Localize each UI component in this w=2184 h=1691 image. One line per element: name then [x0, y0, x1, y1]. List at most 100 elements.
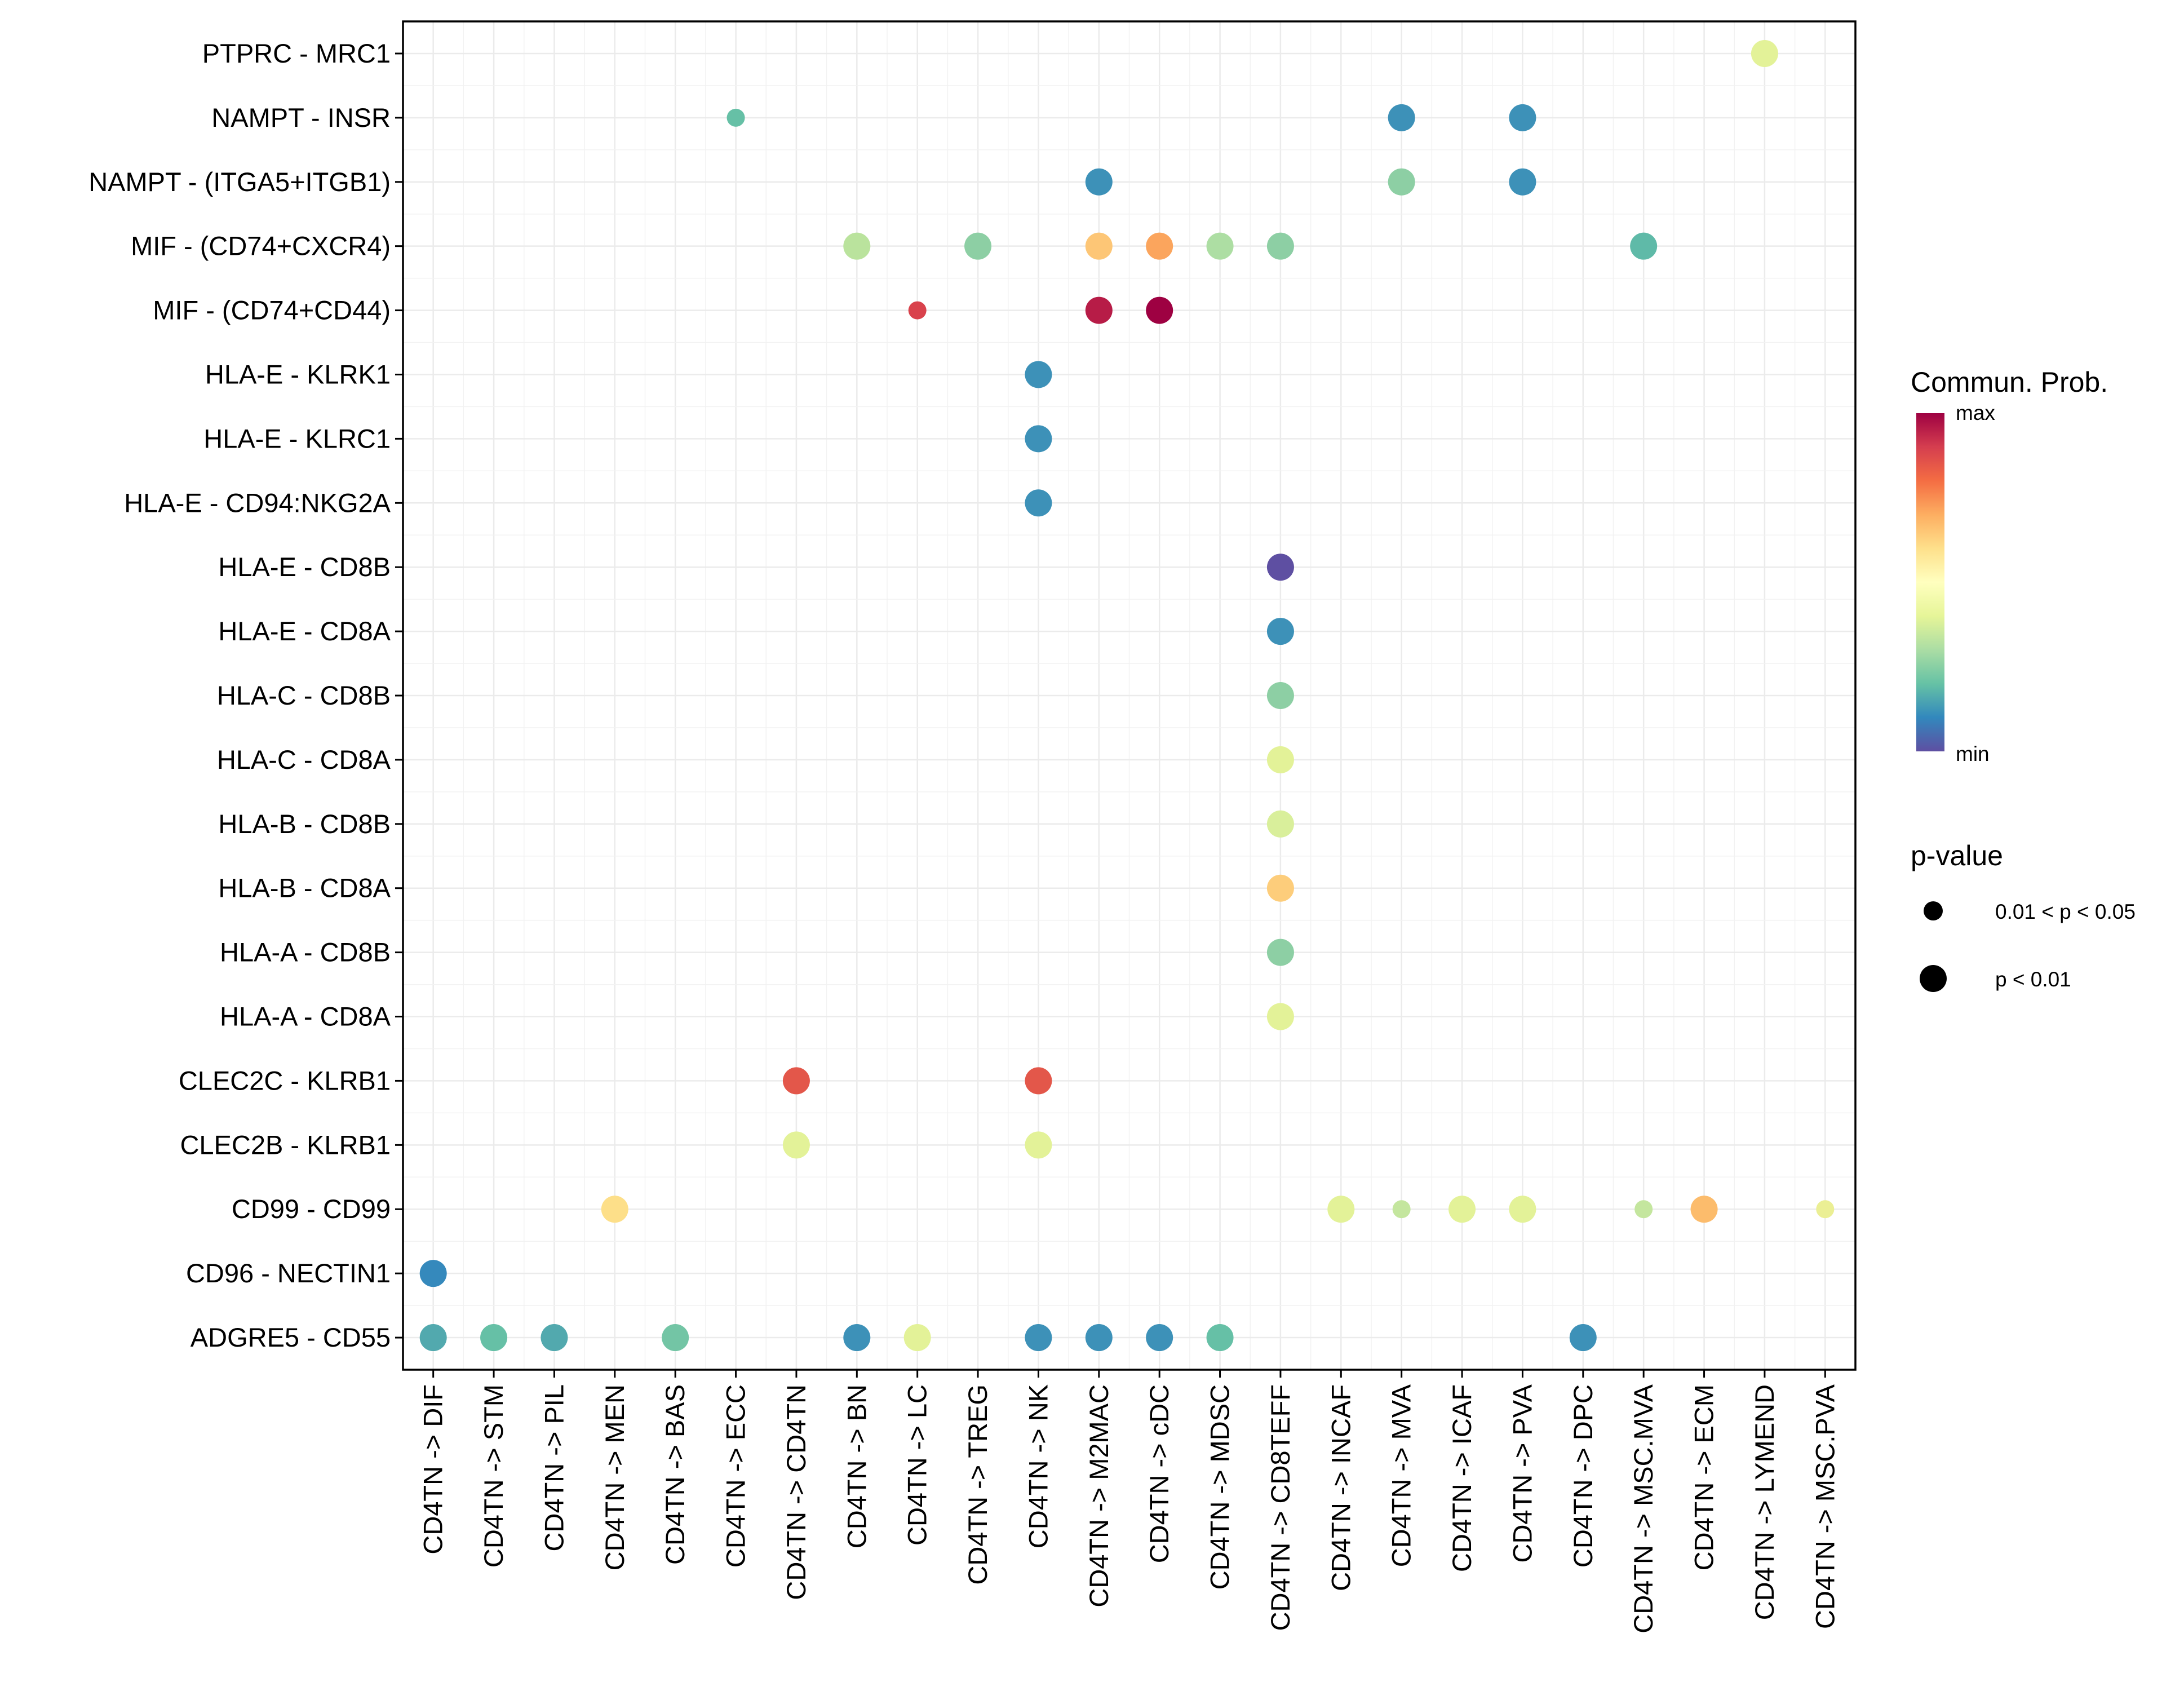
- pvalue-legend-small-label: 0.01 < p < 0.05: [1995, 900, 2136, 923]
- data-point: [1206, 1324, 1234, 1352]
- data-point: [601, 1196, 628, 1223]
- data-point: [1392, 1200, 1411, 1219]
- x-tick-label: CD4TN -> BAS: [660, 1384, 690, 1565]
- y-tick-label: MIF - (CD74+CXCR4): [131, 231, 391, 261]
- pvalue-legend: p-value 0.01 < p < 0.05 p < 0.01: [1911, 840, 2136, 992]
- x-tick-label: CD4TN -> CD8TEFF: [1265, 1384, 1295, 1631]
- data-point: [1266, 232, 1294, 260]
- y-tick-label: PTPRC - MRC1: [202, 38, 391, 68]
- x-tick-label: CD4TN -> MVA: [1386, 1384, 1416, 1567]
- data-point: [1266, 554, 1294, 581]
- data-point: [1509, 168, 1536, 196]
- x-tick-label: CD4TN -> LC: [902, 1384, 932, 1546]
- data-point: [1388, 104, 1415, 131]
- y-tick-label: MIF - (CD74+CD44): [153, 295, 391, 325]
- grid-lines: [403, 21, 1855, 1370]
- y-tick-label: NAMPT - (ITGA5+ITGB1): [88, 167, 391, 197]
- x-tick-label: CD4TN -> BN: [841, 1384, 871, 1548]
- x-tick-label: CD4TN -> CD4TN: [781, 1384, 811, 1600]
- data-point: [1266, 810, 1294, 838]
- x-tick-label: CD4TN -> MEN: [600, 1384, 630, 1570]
- color-legend-max-label: max: [1956, 401, 1995, 424]
- x-tick-label: CD4TN -> LYMEND: [1749, 1384, 1779, 1620]
- y-tick-label: HLA-E - CD8B: [218, 552, 391, 582]
- data-point: [782, 1131, 810, 1159]
- y-tick-label: CLEC2B - KLRB1: [180, 1130, 391, 1159]
- data-point: [662, 1324, 689, 1352]
- data-points: [419, 39, 1835, 1352]
- pvalue-legend-title: p-value: [1911, 840, 2003, 871]
- y-tick-label: HLA-B - CD8B: [218, 809, 391, 839]
- y-tick-label: HLA-C - CD8A: [217, 745, 391, 774]
- y-axis: PTPRC - MRC1 NAMPT - INSR NAMPT - (ITGA5+I…: [88, 38, 403, 1352]
- y-tick-label: HLA-B - CD8A: [218, 873, 391, 903]
- data-point: [1025, 425, 1052, 453]
- data-point: [1266, 874, 1294, 902]
- data-point: [480, 1324, 508, 1352]
- x-tick-label: CD4TN -> ECC: [721, 1384, 751, 1568]
- data-point: [1146, 232, 1173, 260]
- data-point: [1569, 1324, 1597, 1352]
- x-tick-label: CD4TN -> M2MAC: [1084, 1384, 1114, 1608]
- data-point: [1025, 1131, 1052, 1159]
- y-tick-label: HLA-E - KLRK1: [205, 359, 391, 389]
- data-point: [843, 1324, 871, 1352]
- data-point: [1025, 489, 1052, 517]
- data-point: [1025, 1067, 1052, 1095]
- x-tick-label: CD4TN -> PVA: [1507, 1384, 1537, 1562]
- data-point: [782, 1067, 810, 1095]
- pvalue-legend-large-label: p < 0.01: [1995, 968, 2071, 991]
- data-point: [964, 232, 992, 260]
- data-point: [1025, 1324, 1052, 1352]
- data-point: [843, 232, 871, 260]
- x-tick-label: CD4TN -> STM: [479, 1384, 508, 1568]
- data-point: [1630, 232, 1658, 260]
- color-bar: [1916, 413, 1944, 751]
- y-tick-label: HLA-C - CD8B: [217, 680, 391, 710]
- data-point: [419, 1260, 447, 1287]
- x-tick-label: CD4TN -> NK: [1023, 1384, 1053, 1548]
- y-tick-label: NAMPT - INSR: [211, 103, 391, 132]
- data-point: [908, 301, 927, 320]
- x-tick-label: CD4TN -> ICAF: [1447, 1384, 1477, 1572]
- data-point: [1266, 1003, 1294, 1030]
- data-point: [1085, 232, 1113, 260]
- data-point: [1085, 1324, 1113, 1352]
- data-point: [541, 1324, 568, 1352]
- pvalue-legend-large-dot: [1920, 965, 1947, 992]
- data-point: [726, 108, 745, 127]
- data-point: [1146, 296, 1173, 324]
- color-legend-min-label: min: [1956, 742, 1990, 765]
- data-point: [1816, 1200, 1835, 1219]
- x-tick-label: CD4TN -> INCAF: [1326, 1384, 1355, 1591]
- x-tick-label: CD4TN -> ECM: [1689, 1384, 1719, 1570]
- data-point: [1509, 1196, 1536, 1223]
- pvalue-legend-small-dot: [1924, 901, 1943, 920]
- x-tick-label: CD4TN -> cDC: [1144, 1384, 1174, 1563]
- data-point: [1266, 618, 1294, 645]
- data-point: [419, 1324, 447, 1352]
- data-point: [1266, 682, 1294, 709]
- data-point: [903, 1324, 931, 1352]
- data-point: [1327, 1196, 1355, 1223]
- x-axis: CD4TN -> DIF CD4TN -> STM CD4TN -> PIL CD4T…: [418, 1370, 1840, 1634]
- data-point: [1509, 104, 1536, 131]
- x-tick-label: CD4TN -> DIF: [418, 1384, 448, 1555]
- data-point: [1206, 232, 1234, 260]
- x-tick-label: CD4TN -> MDSC: [1205, 1384, 1235, 1590]
- data-point: [1388, 168, 1415, 196]
- y-tick-label: CD99 - CD99: [232, 1194, 391, 1224]
- data-point: [1085, 168, 1113, 196]
- y-tick-label: HLA-E - KLRC1: [203, 423, 391, 453]
- data-point: [1634, 1200, 1653, 1219]
- data-point: [1266, 939, 1294, 966]
- data-point: [1751, 39, 1778, 67]
- data-point: [1146, 1324, 1173, 1352]
- x-tick-label: CD4TN -> DPC: [1568, 1384, 1598, 1568]
- y-tick-label: HLA-A - CD8B: [220, 937, 391, 967]
- data-point: [1085, 296, 1113, 324]
- data-point: [1690, 1196, 1718, 1223]
- color-legend-title: Commun. Prob.: [1911, 366, 2108, 398]
- data-point: [1448, 1196, 1476, 1223]
